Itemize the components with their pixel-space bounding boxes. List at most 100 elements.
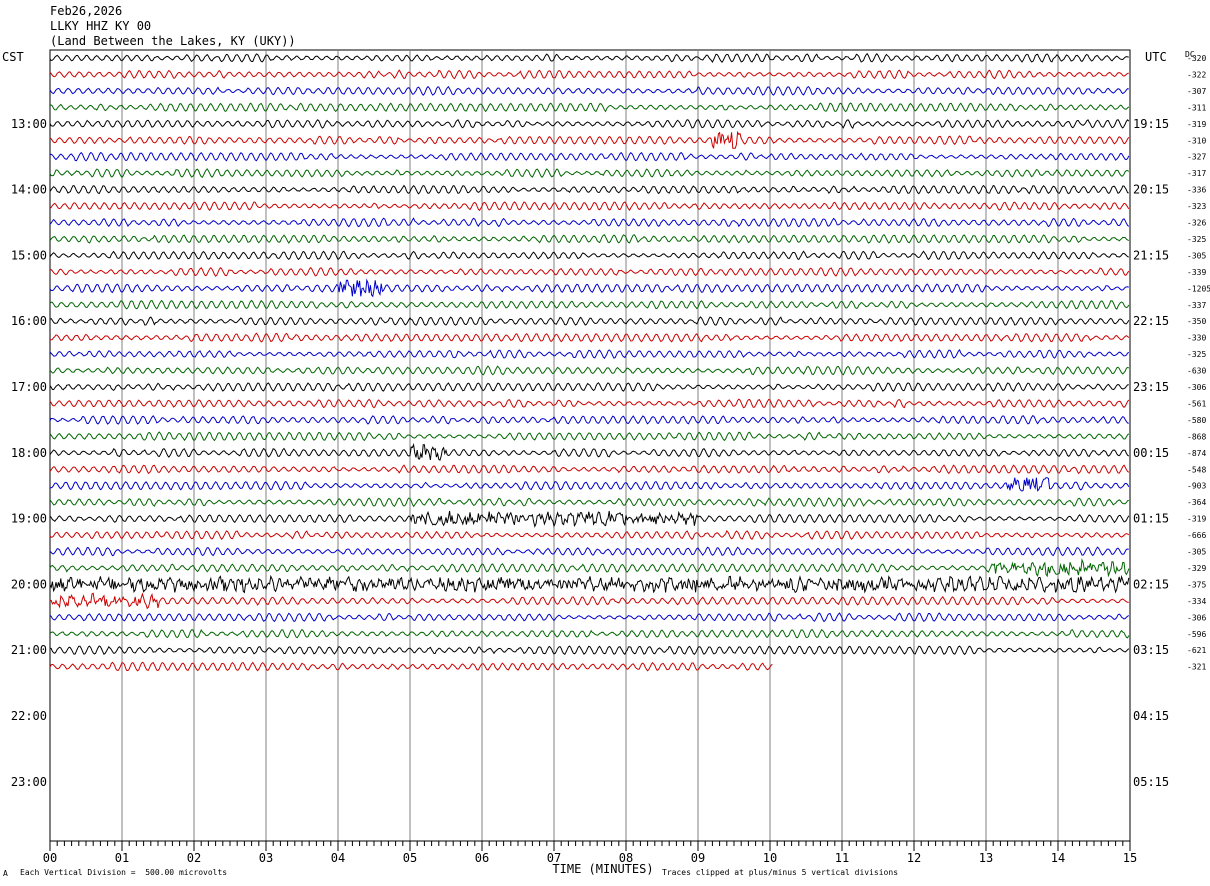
hour-label-cst: 18:00 bbox=[11, 446, 47, 460]
trace-line bbox=[49, 558, 1130, 578]
plot-frame bbox=[49, 49, 1131, 842]
dc-offset-label: -307 bbox=[1187, 87, 1206, 96]
dc-offset-label: -325 bbox=[1187, 350, 1206, 359]
hour-label-cst: 23:00 bbox=[11, 775, 47, 789]
x-tick-label: 03 bbox=[259, 851, 273, 865]
trace-line bbox=[49, 266, 1130, 277]
dc-offset-label: -306 bbox=[1187, 613, 1206, 622]
trace-line bbox=[49, 118, 1130, 129]
trace-line bbox=[49, 299, 1130, 310]
dc-offset-label: -666 bbox=[1187, 531, 1206, 540]
dc-offset-label: -874 bbox=[1187, 449, 1206, 458]
hour-label-utc: 03:15 bbox=[1133, 643, 1169, 657]
dc-offset-label: -580 bbox=[1187, 416, 1206, 425]
trace-line bbox=[49, 349, 1130, 360]
x-tick-label: 12 bbox=[907, 851, 921, 865]
dc-offset-label: -334 bbox=[1187, 597, 1206, 606]
dc-offset-label: -330 bbox=[1187, 334, 1206, 343]
location-label: (Land Between the Lakes, KY (UKY)) bbox=[50, 34, 296, 48]
left-timezone-label: CST bbox=[2, 50, 24, 64]
trace-line bbox=[49, 130, 1130, 149]
dc-offset-label: -305 bbox=[1187, 251, 1206, 260]
hour-label-cst: 15:00 bbox=[11, 248, 47, 262]
hour-label-utc: 21:15 bbox=[1133, 248, 1169, 262]
dc-offset-label: -1205 bbox=[1187, 284, 1210, 293]
corner-mark: A bbox=[3, 869, 8, 878]
trace-line bbox=[49, 431, 1130, 442]
dc-offset-label: -596 bbox=[1187, 630, 1206, 639]
x-tick-label: 05 bbox=[403, 851, 417, 865]
x-tick-label: 08 bbox=[619, 851, 633, 865]
trace-line bbox=[49, 69, 1129, 80]
trace-line bbox=[49, 85, 1129, 96]
trace-line bbox=[49, 592, 1129, 610]
dc-offset-label: -561 bbox=[1187, 399, 1206, 408]
x-tick-label: 02 bbox=[187, 851, 201, 865]
dc-offset-label: -339 bbox=[1187, 268, 1206, 277]
hour-label-cst: 14:00 bbox=[11, 183, 47, 197]
trace-line bbox=[49, 661, 773, 672]
trace-line bbox=[49, 612, 1130, 623]
trace-line bbox=[49, 645, 1130, 656]
trace-line bbox=[49, 278, 1129, 298]
hour-label-utc: 23:15 bbox=[1133, 380, 1169, 394]
dc-offset-label: -868 bbox=[1187, 432, 1206, 441]
dc-label: DC bbox=[1185, 50, 1195, 59]
trace-line bbox=[49, 382, 1129, 392]
hour-label-cst: 20:00 bbox=[11, 577, 47, 591]
trace-line bbox=[49, 184, 1129, 195]
dc-offset-label: -325 bbox=[1187, 235, 1206, 244]
hour-label-cst: 19:00 bbox=[11, 512, 47, 526]
dc-offset-label: -319 bbox=[1187, 120, 1206, 129]
x-tick-label: 13 bbox=[979, 851, 993, 865]
dc-offset-label: -306 bbox=[1187, 383, 1206, 392]
dc-offset-label: -323 bbox=[1187, 202, 1206, 211]
x-tick-label: 04 bbox=[331, 851, 345, 865]
trace-line bbox=[49, 201, 1130, 212]
trace-line bbox=[49, 443, 1130, 461]
dc-offset-label: -319 bbox=[1187, 515, 1206, 524]
trace-line bbox=[49, 628, 1130, 639]
hour-label-cst: 21:00 bbox=[11, 643, 47, 657]
trace-line bbox=[49, 574, 1130, 594]
x-tick-label: 11 bbox=[835, 851, 849, 865]
x-tick-label: 06 bbox=[475, 851, 489, 865]
x-tick-label: 07 bbox=[547, 851, 561, 865]
dc-offset-label: -375 bbox=[1187, 580, 1206, 589]
trace-line bbox=[49, 332, 1130, 343]
trace-line bbox=[49, 415, 1129, 425]
division-note: Each Vertical Division = 500.00 microvol… bbox=[20, 868, 228, 877]
trace-line bbox=[49, 365, 1130, 376]
dc-offset-label: -321 bbox=[1187, 663, 1206, 672]
x-tick-label: 10 bbox=[763, 851, 777, 865]
trace-line bbox=[49, 168, 1130, 179]
dc-offset-label: -317 bbox=[1187, 169, 1206, 178]
hour-label-utc: 01:15 bbox=[1133, 512, 1169, 526]
dc-offset-label: -305 bbox=[1187, 548, 1206, 557]
trace-line bbox=[49, 477, 1130, 492]
trace-line bbox=[49, 464, 1130, 475]
trace-line bbox=[49, 102, 1130, 113]
dc-offset-label: -621 bbox=[1187, 646, 1206, 655]
dc-offset-label: -336 bbox=[1187, 186, 1206, 195]
hour-label-cst: 17:00 bbox=[11, 380, 47, 394]
dc-offset-label: -326 bbox=[1187, 219, 1206, 228]
dc-offset-label: -327 bbox=[1187, 153, 1206, 162]
dc-offset-label: -548 bbox=[1187, 465, 1206, 474]
trace-line bbox=[49, 546, 1129, 557]
hour-label-utc: 20:15 bbox=[1133, 183, 1169, 197]
trace-line bbox=[49, 233, 1130, 244]
dc-offset-label: -310 bbox=[1187, 136, 1206, 145]
right-timezone-label: UTC bbox=[1145, 50, 1167, 64]
dc-offset-label: -337 bbox=[1187, 301, 1206, 310]
dc-offset-label: -320 bbox=[1187, 54, 1206, 63]
hour-label-cst: 22:00 bbox=[11, 709, 47, 723]
dc-offset-label: -329 bbox=[1187, 564, 1206, 573]
x-tick-label: 14 bbox=[1051, 851, 1065, 865]
dc-offset-label: -903 bbox=[1187, 482, 1206, 491]
trace-line bbox=[49, 497, 1129, 508]
x-tick-label: 09 bbox=[691, 851, 705, 865]
trace-line bbox=[49, 151, 1130, 162]
